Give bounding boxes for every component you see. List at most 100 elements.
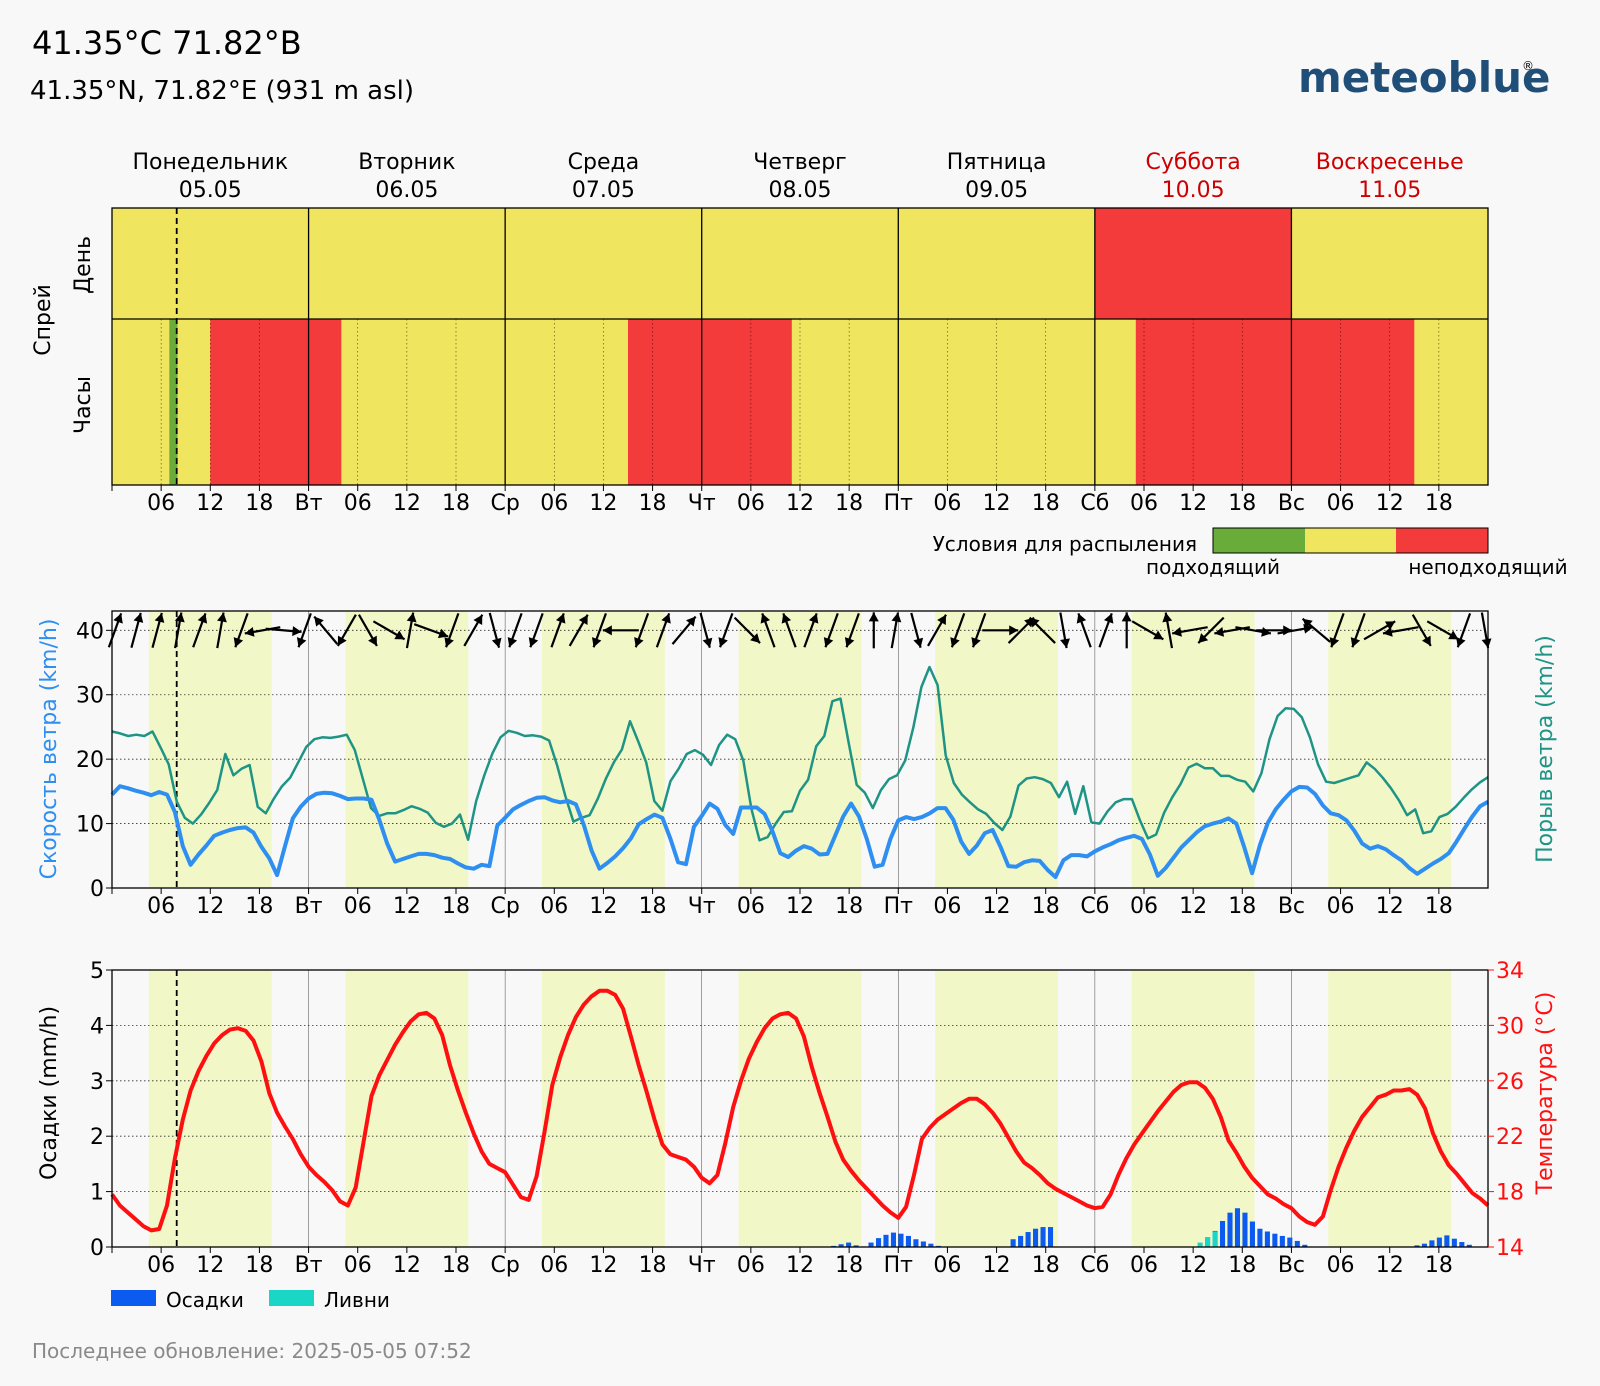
wind-direction-arrow xyxy=(971,613,987,648)
wind-arrow-head xyxy=(473,614,483,626)
spray-hour-block xyxy=(210,319,342,485)
precip-bar xyxy=(890,1232,897,1247)
wind-axes: 0 10 20 30 40 06 12 18 Вт 06 12 18 Ср 06 12 18 Чт 06 12 18 П… xyxy=(76,610,1489,919)
wind-direction-arrow xyxy=(803,613,819,648)
day-name-label: Четверг xyxy=(753,150,846,175)
precip-bar xyxy=(875,1238,882,1247)
x-tick-label: 18 xyxy=(835,894,863,919)
precip-bar xyxy=(1421,1243,1427,1247)
precip-bars xyxy=(831,1208,1472,1247)
wind-direction-arrow xyxy=(927,614,947,647)
precip-legend: Осадки Ливни xyxy=(111,1288,390,1312)
x-tick-label: 12 xyxy=(196,491,224,516)
x-tick-label: 12 xyxy=(786,894,814,919)
wind-arrow-head xyxy=(314,616,324,627)
wind-arrow-head xyxy=(1029,617,1040,628)
y-tick-label: 1 xyxy=(90,1181,104,1206)
precip-bar xyxy=(1010,1239,1016,1247)
wind-direction-arrow xyxy=(781,613,797,648)
wind-arrow-head xyxy=(1198,633,1209,644)
wind-direction-arrow xyxy=(823,613,839,648)
wind-direction-arrow xyxy=(1480,612,1492,649)
precip-bar xyxy=(898,1233,904,1247)
wind-arrow-head xyxy=(1261,626,1271,637)
day-date-label: 11.05 xyxy=(1358,178,1421,203)
wind-direction-arrow xyxy=(1382,626,1419,637)
wind-direction-arrow xyxy=(507,613,523,648)
wind-direction-arrow xyxy=(463,614,484,647)
y-tick-label: 2 xyxy=(90,1125,104,1150)
wind-arrow-head xyxy=(1421,635,1431,646)
x-tick-label: 18 xyxy=(442,894,470,919)
y-tick-label: 0 xyxy=(90,1236,104,1261)
x-tick-label: 06 xyxy=(344,894,372,919)
y-tick-label-right: 18 xyxy=(1496,1181,1524,1206)
precip-bar xyxy=(853,1245,859,1247)
x-tick-label: 18 xyxy=(1425,894,1453,919)
precip-bar xyxy=(1018,1235,1024,1247)
wind-direction-arrow xyxy=(1131,620,1164,641)
wind-arrow-head xyxy=(591,637,602,648)
gust-line xyxy=(111,665,1489,842)
x-tick-label: Вт xyxy=(295,491,323,516)
x-tick-label: 06 xyxy=(540,894,568,919)
wind-direction-arrow xyxy=(1197,616,1225,644)
wind-arrow-head xyxy=(1162,612,1173,623)
wind-arrow-head xyxy=(491,637,502,648)
daylight-band xyxy=(345,611,469,888)
precip-bar xyxy=(920,1241,926,1247)
wind-direction-arrow xyxy=(591,613,607,648)
spray-ylabel: Спрей xyxy=(31,284,56,356)
y-tick-label: 30 xyxy=(76,684,104,709)
spray-hour-block xyxy=(177,319,211,485)
wind-direction-arrow xyxy=(1256,625,1293,636)
wind-grid xyxy=(112,611,1488,888)
precip-daylight-bands xyxy=(148,970,1452,1247)
wind-direction-arrow xyxy=(982,625,1019,636)
precip-bar xyxy=(1040,1227,1046,1247)
precip-bar xyxy=(846,1242,852,1247)
wind-direction-arrow xyxy=(1028,616,1056,644)
x-tick-label: 06 xyxy=(1327,491,1355,516)
wind-direction-arrow xyxy=(1329,613,1345,648)
wind-arrow-head xyxy=(197,613,208,624)
showers-bar xyxy=(1197,1242,1203,1247)
wind-arrow-head xyxy=(823,637,834,648)
wind-arrow-head xyxy=(760,613,771,624)
wind-arrow-head xyxy=(661,613,671,624)
spray-panel: Понедельник 05.05 Вторник 06.05 Среда 07.05 Че… xyxy=(31,150,1568,579)
x-tick-label: 06 xyxy=(737,1253,765,1278)
spray-legend: Условия для распыления подходящий неподх… xyxy=(933,527,1568,579)
precip-bar xyxy=(838,1244,844,1247)
spray-legend-bad: неподходящий xyxy=(1408,555,1567,579)
daylight-band xyxy=(345,970,469,1247)
daylight-band xyxy=(1131,970,1255,1247)
x-tick-label: 12 xyxy=(1376,894,1404,919)
wind-direction-arrow xyxy=(1456,613,1472,648)
x-tick-label: 12 xyxy=(589,491,617,516)
spray-legend-title: Условия для распыления xyxy=(933,532,1197,556)
x-tick-label: 06 xyxy=(1327,894,1355,919)
precip-bar xyxy=(1033,1228,1039,1247)
precip-bar xyxy=(1047,1227,1054,1247)
daylight-band xyxy=(1131,611,1255,888)
wind-direction-arrow xyxy=(1162,612,1174,649)
wind-direction-arrow xyxy=(357,614,378,647)
y-tick-label: 3 xyxy=(90,1070,104,1095)
x-tick-label: 18 xyxy=(442,1253,470,1278)
spray-hour-block xyxy=(1135,319,1415,485)
wind-arrow-head xyxy=(154,612,165,623)
x-tick-label: 18 xyxy=(1032,491,1060,516)
wind-direction-arrow xyxy=(216,612,227,649)
x-tick-label: Вс xyxy=(1278,1253,1305,1278)
precip-bar xyxy=(1466,1244,1472,1247)
spray-day-cell xyxy=(701,208,899,319)
precip-bar xyxy=(1279,1235,1285,1247)
x-tick-label: 12 xyxy=(786,1253,814,1278)
x-tick-label: 18 xyxy=(245,1253,273,1278)
precip-bar xyxy=(1414,1245,1420,1247)
wind-arrow-head xyxy=(528,637,539,648)
wind-arrow-head xyxy=(1382,626,1393,637)
x-tick-label: Сб xyxy=(1080,1253,1109,1278)
wind-arrow-head xyxy=(1350,637,1361,648)
